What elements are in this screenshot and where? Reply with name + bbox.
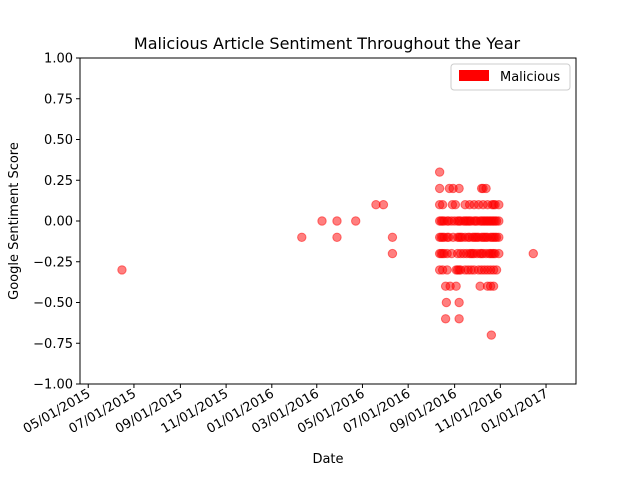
y-tick-label: 0.75 bbox=[44, 92, 73, 107]
y-axis-label: Google Sentiment Score bbox=[7, 142, 22, 300]
data-point bbox=[387, 248, 398, 259]
data-point bbox=[494, 200, 504, 210]
data-point bbox=[486, 330, 497, 340]
legend: Malicious bbox=[450, 63, 571, 91]
data-point bbox=[441, 297, 452, 308]
data-point bbox=[528, 248, 538, 259]
y-tick-label: −0.50 bbox=[33, 296, 73, 311]
y-tick-label: −1.00 bbox=[33, 378, 73, 393]
data-point bbox=[442, 265, 452, 275]
data-point bbox=[454, 314, 464, 324]
data-point bbox=[332, 216, 342, 226]
data-point bbox=[440, 314, 451, 324]
data-point bbox=[434, 167, 445, 177]
data-point bbox=[454, 183, 464, 194]
data-point bbox=[494, 216, 504, 226]
data-point bbox=[297, 232, 307, 243]
legend-label: Malicious bbox=[500, 70, 560, 85]
data-point bbox=[454, 297, 464, 308]
y-tick-label: −0.25 bbox=[33, 255, 73, 270]
data-point bbox=[317, 216, 327, 226]
data-point bbox=[451, 281, 461, 291]
y-axis-ticks: 1.00 0.75 0.50 0.25 0.00 −0.25 −0.50 −0.75 −1.00 bbox=[33, 52, 80, 393]
legend-swatch bbox=[459, 70, 489, 81]
chart-title: Malicious Article Sentiment Throughout t… bbox=[134, 34, 521, 53]
y-tick-label: 0.00 bbox=[44, 215, 73, 230]
data-point bbox=[494, 248, 504, 259]
y-tick-label: 0.25 bbox=[44, 174, 73, 189]
y-tick-label: 0.50 bbox=[44, 133, 73, 148]
data-point bbox=[494, 232, 504, 243]
x-axis-ticks: 05/01/201507/01/201509/01/201511/01/2015… bbox=[21, 384, 551, 437]
data-point bbox=[437, 200, 448, 210]
data-point bbox=[117, 265, 127, 275]
data-point bbox=[488, 281, 499, 291]
data-point bbox=[351, 216, 361, 226]
data-point bbox=[434, 183, 445, 194]
y-tick-label: −0.75 bbox=[33, 337, 73, 352]
x-axis-label: Date bbox=[312, 452, 343, 467]
data-point bbox=[491, 265, 502, 275]
data-point bbox=[387, 232, 398, 243]
data-point bbox=[450, 200, 461, 210]
y-tick-label: 1.00 bbox=[44, 52, 73, 67]
data-point bbox=[378, 200, 389, 210]
data-points bbox=[117, 167, 538, 340]
data-point bbox=[481, 183, 491, 194]
data-point bbox=[332, 232, 342, 243]
